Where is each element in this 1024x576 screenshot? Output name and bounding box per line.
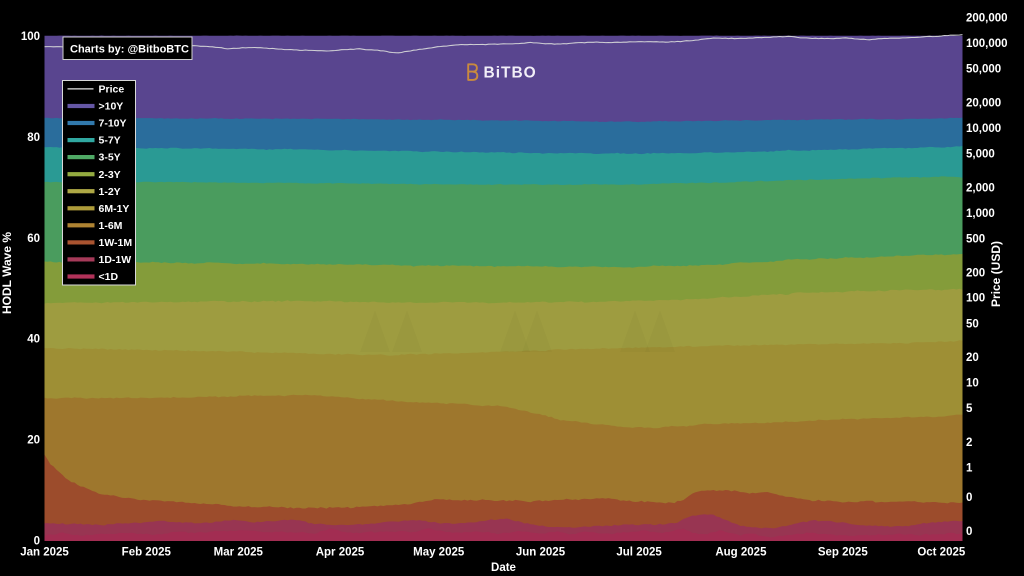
svg-text:BiTBO: BiTBO (484, 65, 537, 82)
svg-text:Mar 2025: Mar 2025 (214, 547, 264, 559)
svg-text:1: 1 (966, 462, 973, 474)
svg-text:1-2Y: 1-2Y (99, 186, 121, 198)
svg-text:>10Y: >10Y (99, 101, 124, 113)
svg-text:200,000: 200,000 (966, 12, 1008, 24)
svg-text:5-7Y: 5-7Y (99, 135, 121, 147)
svg-text:Jul 2025: Jul 2025 (616, 547, 662, 559)
svg-text:100: 100 (21, 31, 40, 43)
svg-text:May 2025: May 2025 (413, 547, 465, 559)
svg-text:20,000: 20,000 (966, 97, 1001, 109)
svg-text:20: 20 (27, 435, 40, 447)
svg-text:1D-1W: 1D-1W (99, 254, 132, 266)
svg-text:Price (USD): Price (USD) (989, 241, 1003, 307)
svg-text:0: 0 (966, 526, 972, 538)
svg-text:50: 50 (966, 318, 979, 330)
svg-text:2,000: 2,000 (966, 182, 995, 194)
svg-text:2-3Y: 2-3Y (99, 169, 121, 181)
svg-text:20: 20 (966, 352, 979, 364)
svg-text:Oct 2025: Oct 2025 (917, 547, 966, 559)
svg-text:3-5Y: 3-5Y (99, 152, 121, 164)
svg-text:Aug 2025: Aug 2025 (715, 547, 767, 559)
svg-text:Sep 2025: Sep 2025 (818, 547, 868, 559)
svg-text:10,000: 10,000 (966, 123, 1001, 135)
svg-text:HODL Wave %: HODL Wave % (0, 232, 14, 314)
svg-text:80: 80 (27, 132, 40, 144)
svg-text:200: 200 (966, 267, 985, 279)
svg-text:50,000: 50,000 (966, 64, 1001, 76)
svg-text:<1D: <1D (99, 271, 119, 283)
svg-text:1-6M: 1-6M (99, 220, 123, 232)
svg-text:5: 5 (966, 403, 973, 415)
svg-text:1W-1M: 1W-1M (99, 237, 133, 249)
svg-text:60: 60 (27, 233, 40, 245)
svg-text:Jun 2025: Jun 2025 (516, 547, 566, 559)
svg-text:7-10Y: 7-10Y (99, 118, 127, 130)
svg-text:500: 500 (966, 234, 985, 246)
svg-text:5,000: 5,000 (966, 149, 995, 161)
svg-text:Charts by: @BitboBTC: Charts by: @BitboBTC (70, 43, 189, 55)
svg-text:6M-1Y: 6M-1Y (99, 203, 130, 215)
svg-text:Feb 2025: Feb 2025 (122, 547, 172, 559)
svg-text:0: 0 (966, 492, 972, 504)
svg-text:Date: Date (491, 562, 516, 574)
svg-text:1,000: 1,000 (966, 208, 995, 220)
svg-text:Apr 2025: Apr 2025 (316, 547, 365, 559)
svg-text:2: 2 (966, 437, 972, 449)
svg-text:0: 0 (34, 536, 40, 548)
svg-text:10: 10 (966, 378, 979, 390)
svg-text:Price: Price (99, 84, 125, 96)
svg-text:100,000: 100,000 (966, 38, 1008, 50)
svg-text:40: 40 (27, 334, 40, 346)
svg-text:Jan 2025: Jan 2025 (20, 547, 69, 559)
svg-text:100: 100 (966, 293, 985, 305)
